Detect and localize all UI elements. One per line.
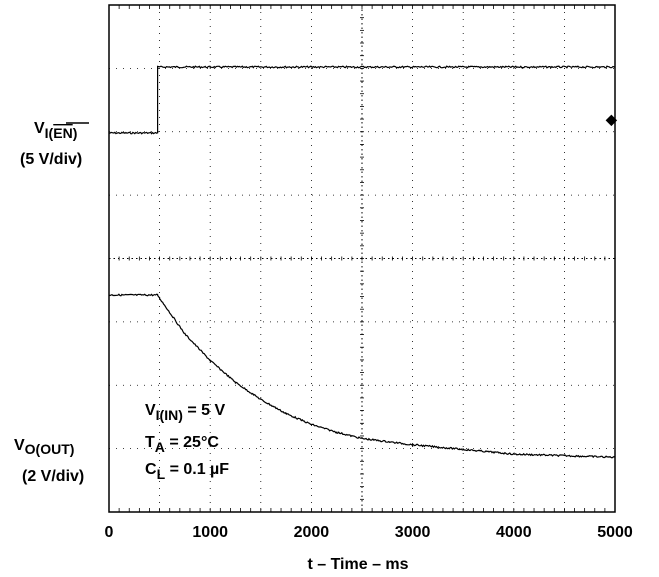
x-axis-ticks: 0 1000 2000 3000 4000 5000	[105, 524, 633, 541]
annotation-cl: CL = 0.1 µF	[145, 461, 229, 482]
x-tick-label: 5000	[597, 524, 633, 541]
trace-channel-2	[108, 293, 616, 459]
x-tick-label: 2000	[294, 524, 330, 541]
channel-2-scale: (2 V/div)	[22, 468, 84, 485]
annotation-vin: VI(IN) = 5 V	[145, 402, 225, 423]
condition-annotations: VI(IN) = 5 V TA = 25°C CL = 0.1 µF	[145, 402, 229, 482]
x-tick-label: 4000	[496, 524, 532, 541]
x-tick-label: 1000	[192, 524, 228, 541]
plot-frame	[108, 4, 616, 513]
trace-channel-1	[108, 65, 616, 135]
x-tick-label: 0	[105, 524, 114, 541]
trigger-marker-icon: ◆	[605, 111, 618, 127]
traces	[108, 65, 616, 459]
channel-2-label: VO(OUT)	[14, 437, 74, 457]
channel-2-symbol: V	[14, 437, 25, 454]
channel-1-scale: (5 V/div)	[20, 151, 82, 168]
x-axis-label: t – Time – ms	[307, 556, 408, 573]
grid	[108, 4, 616, 513]
channel-2-subscript: O(OUT)	[25, 441, 75, 457]
channel-1-subscript-overbar: EN	[53, 125, 72, 141]
annotation-ta: TA = 25°C	[145, 434, 219, 455]
channel-1-subscript: I(	[45, 125, 54, 141]
channel-1-subscript-close: )	[73, 125, 78, 141]
channel-1-symbol: V	[34, 120, 45, 137]
x-tick-label: 3000	[395, 524, 431, 541]
channel-1-label: VI(EN)	[34, 120, 77, 141]
